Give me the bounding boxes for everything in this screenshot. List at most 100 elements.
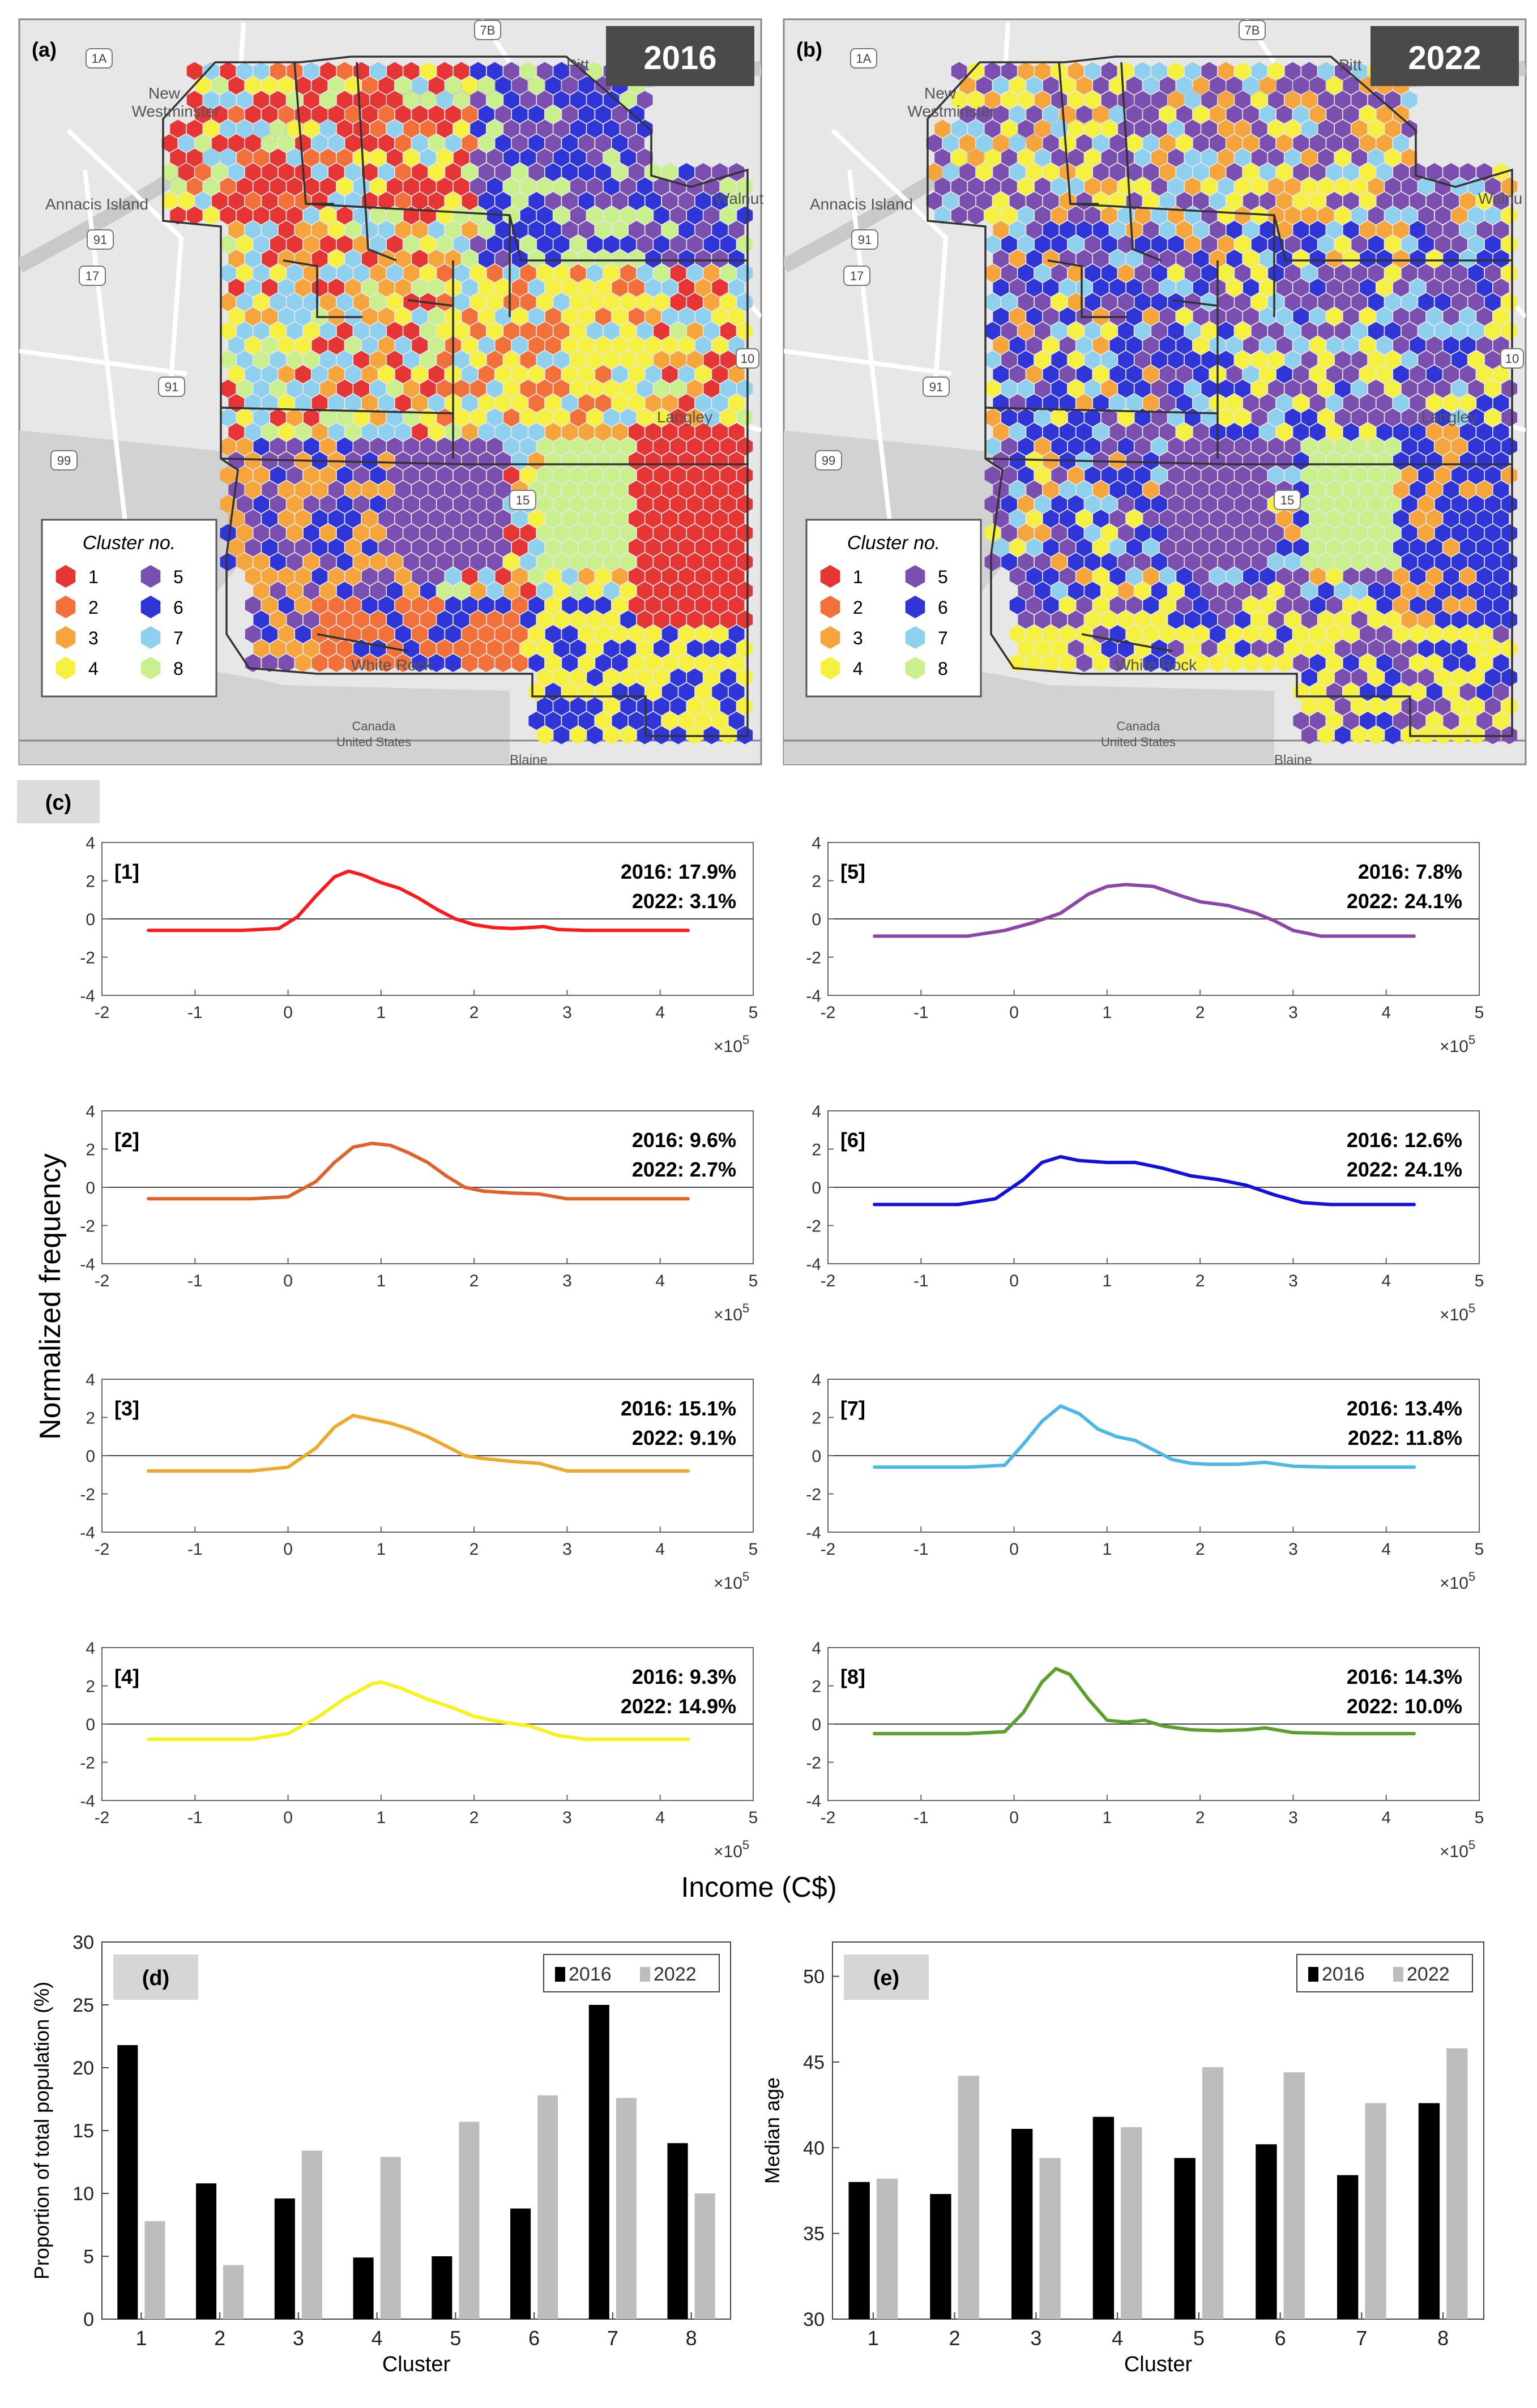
stat-2022: 2022: 10.0% xyxy=(1347,1695,1462,1718)
y-tick-label: -2 xyxy=(806,1754,821,1773)
x-exponent: ×105 xyxy=(714,1033,749,1056)
x-tick-label: 3 xyxy=(1030,2326,1041,2350)
bar-2016-cluster-2 xyxy=(196,2183,217,2319)
legend-label: 1 xyxy=(88,567,99,587)
year-badge-2022: 2022 xyxy=(1371,26,1519,86)
svg-text:99: 99 xyxy=(822,454,835,468)
y-tick-label: 2 xyxy=(812,1409,821,1428)
svg-text:17: 17 xyxy=(850,269,864,283)
x-tick-label: -2 xyxy=(821,1808,836,1827)
x-tick-label: -1 xyxy=(187,1808,203,1827)
bar-2016-cluster-5 xyxy=(1174,2158,1196,2319)
svg-text:91: 91 xyxy=(858,233,872,247)
y-tick-label: 15 xyxy=(72,2120,94,2142)
x-tick-label: 0 xyxy=(283,1272,293,1290)
legend-swatch xyxy=(140,626,161,649)
bar-2022-cluster-3 xyxy=(1039,2158,1061,2319)
stat-2022: 2022: 24.1% xyxy=(1347,1158,1462,1181)
y-axis-label: Median age xyxy=(761,2077,784,2184)
road-sign-99: 99 xyxy=(50,450,78,471)
y-tick-label: 0 xyxy=(812,1716,821,1734)
bar-2022-cluster-7 xyxy=(616,2098,637,2319)
bar-2016-cluster-2 xyxy=(930,2194,951,2319)
bar-2016-cluster-3 xyxy=(1011,2128,1033,2319)
district-boundaries xyxy=(927,55,1513,737)
line-chart-cluster-3: 420-2-4-2 -1 0 1 2 3 4 5×105[3] 2016: 15.1%2022:… xyxy=(80,1371,758,1593)
bar-2016-cluster-1 xyxy=(848,2182,870,2319)
bar-2022-cluster-2 xyxy=(223,2265,244,2319)
legend-item-8: 8 xyxy=(905,657,948,679)
bar-2022-cluster-1 xyxy=(144,2221,165,2319)
place-us: United States xyxy=(336,735,411,749)
bar-2016-cluster-4 xyxy=(353,2257,374,2319)
x-tick-label: -2 xyxy=(95,1808,110,1827)
year-label: 2022 xyxy=(1408,40,1481,76)
density-line xyxy=(873,1155,1416,1207)
svg-text:10: 10 xyxy=(741,352,754,366)
year-badge-2016: 2016 xyxy=(606,26,754,86)
road-sign-17: 17 xyxy=(79,266,106,286)
y-tick-label: 4 xyxy=(86,834,95,853)
panel-c-xlabel: Income (C$) xyxy=(681,1871,836,1903)
hex-cluster-2 xyxy=(186,62,644,672)
place-whiterock: White Rock xyxy=(351,656,433,674)
y-tick-label: -4 xyxy=(806,1792,821,1811)
x-tick-label: 0 xyxy=(1009,1003,1019,1022)
legend-label-2022: 2022 xyxy=(654,1964,697,1985)
bar-2022-cluster-4 xyxy=(1121,2127,1142,2319)
hex-cluster-8 xyxy=(161,62,753,600)
panel-label: (d) xyxy=(113,1954,198,2000)
y-tick-label: -2 xyxy=(806,1217,821,1236)
y-tick-label: -2 xyxy=(80,1486,95,1504)
y-tick-label: -2 xyxy=(80,949,95,968)
legend-swatch xyxy=(55,657,76,679)
x-tick-label: 2 xyxy=(469,1272,479,1290)
x-axis-label: Cluster xyxy=(1124,2353,1193,2376)
stat-2022: 2022: 2.7% xyxy=(632,1158,736,1181)
y-tick-label: 4 xyxy=(86,1102,95,1121)
x-tick-label: -1 xyxy=(187,1272,203,1290)
x-tick-label: 3 xyxy=(293,2326,304,2350)
legend-swatch xyxy=(55,565,76,588)
legend-swatch xyxy=(820,596,840,618)
legend-label-2016: 2016 xyxy=(569,1964,612,1985)
x-tick-label: 2 xyxy=(1196,1272,1205,1290)
place-canada: Canada xyxy=(1116,719,1160,733)
legend-swatch xyxy=(905,565,925,588)
place-new: New xyxy=(924,84,957,102)
x-exponent: ×105 xyxy=(1440,1033,1475,1056)
place-us: United States xyxy=(1101,735,1176,749)
legend-label: 8 xyxy=(938,658,948,679)
x-tick-label: 1 xyxy=(868,2326,879,2350)
x-tick-label: 1 xyxy=(377,1540,386,1559)
bar-legend: 2016 2022 xyxy=(543,1954,720,1992)
plot-frame xyxy=(832,1941,1484,2320)
x-tick-label: 5 xyxy=(1475,1540,1484,1559)
y-tick-label: 40 xyxy=(803,2137,825,2159)
cluster-tag: [3] xyxy=(114,1397,139,1420)
y-tick-label: 30 xyxy=(72,1932,94,1953)
place-walnut: Walnu xyxy=(1478,190,1522,207)
x-tick-label: -2 xyxy=(95,1003,110,1022)
legend-item-5: 5 xyxy=(905,565,948,588)
y-tick-label: -2 xyxy=(80,1754,95,1773)
legend-item-3: 3 xyxy=(820,626,863,649)
y-tick-label: 0 xyxy=(86,1716,95,1734)
density-line xyxy=(147,1680,690,1741)
x-tick-label: 7 xyxy=(1356,2326,1367,2350)
x-exponent: ×105 xyxy=(714,1838,749,1861)
legend-item-6: 6 xyxy=(140,596,183,618)
line-chart-cluster-8: 420-2-4-2 -1 0 1 2 3 4 5×105[8] 2016: 14.3%2022:… xyxy=(806,1639,1484,1861)
x-tick-label: 1 xyxy=(377,1272,386,1290)
y-tick-label: 0 xyxy=(86,910,95,929)
x-tick-label: 2 xyxy=(469,1540,479,1559)
line-chart-cluster-5: 420-2-4-2 -1 0 1 2 3 4 5×105[5] 2016: 7.8%2022: … xyxy=(806,834,1484,1056)
x-axis-label: Cluster xyxy=(382,2353,451,2376)
road-sign-1a: 1A xyxy=(850,48,877,69)
legend-item-2: 2 xyxy=(55,596,99,618)
income-distribution-charts: 420-2-4-2 -1 0 1 2 3 4 5×105[1] 2016: 17.9%2022:… xyxy=(80,834,1484,1861)
place-walnut: Walnut xyxy=(715,190,763,207)
x-tick-label: 1 xyxy=(1103,1540,1112,1559)
legend-label: 7 xyxy=(938,628,948,648)
